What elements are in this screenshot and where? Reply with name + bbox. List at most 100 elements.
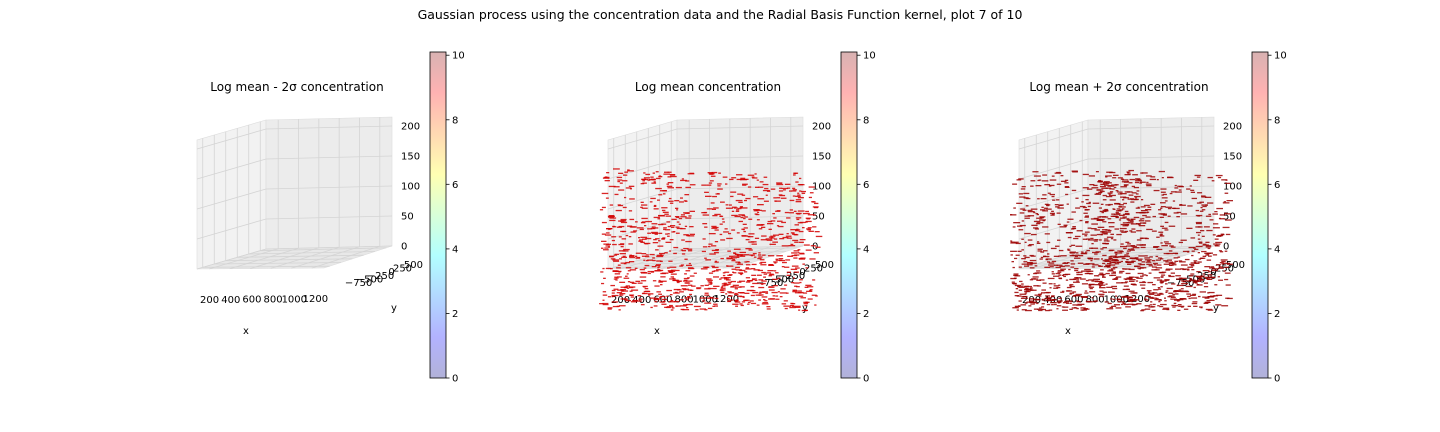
scatter-point <box>778 225 784 228</box>
scatter-point <box>1140 206 1146 208</box>
scatter-point <box>706 208 713 210</box>
scatter-point <box>1151 266 1157 268</box>
scatter-point <box>1105 264 1111 266</box>
scatter-point <box>1136 230 1142 232</box>
scatter-point <box>1069 284 1072 286</box>
colorbar-gradient <box>1251 51 1269 379</box>
scatter-point <box>1168 274 1171 277</box>
scatter-point <box>741 301 746 303</box>
scatter-point <box>794 234 799 236</box>
scatter-point <box>1027 209 1033 212</box>
scatter-point <box>681 178 684 180</box>
scatter-point <box>630 226 637 228</box>
y-tick-label: 0 <box>388 267 394 278</box>
scatter-point <box>1010 214 1017 216</box>
scatter-point <box>1196 271 1201 273</box>
scatter-point <box>1144 308 1151 310</box>
scatter-point <box>1069 245 1072 247</box>
scatter-point <box>814 231 820 233</box>
scatter-point <box>1053 275 1060 277</box>
scatter-point <box>1127 299 1132 301</box>
scatter-point <box>637 282 643 284</box>
scatter-point <box>1034 294 1041 296</box>
scatter-point <box>1018 193 1024 195</box>
y-tick-label: 500 <box>1226 260 1245 271</box>
scatter-point <box>683 247 689 250</box>
scatter-point <box>708 182 713 184</box>
scatter-point <box>709 173 714 175</box>
scatter-point <box>1127 303 1134 305</box>
scatter-point <box>742 296 745 298</box>
scatter-point <box>1033 278 1039 280</box>
scatter-point <box>1093 184 1098 187</box>
scatter-point <box>1154 294 1161 296</box>
scatter-point <box>1204 196 1212 198</box>
scatter-point <box>1224 278 1229 281</box>
scatter-point <box>686 234 690 237</box>
scatter-point <box>654 233 658 235</box>
scatter-point <box>1180 298 1187 300</box>
scatter-point <box>1039 219 1046 221</box>
scatter-point <box>620 218 627 221</box>
scatter-point <box>799 190 802 192</box>
scatter-point <box>1076 300 1079 302</box>
scatter-point <box>681 288 687 290</box>
scatter-point <box>618 271 621 273</box>
scatter-point <box>762 254 766 256</box>
scatter-point <box>1105 283 1108 285</box>
scatter-point <box>798 295 804 297</box>
scatter-point <box>1124 191 1130 193</box>
scatter-point <box>1010 250 1017 252</box>
scatter-point <box>1197 234 1200 236</box>
scatter-point <box>1216 294 1223 296</box>
scatter-point <box>643 242 651 245</box>
scatter-point <box>679 201 684 203</box>
scatter-point <box>1160 280 1167 282</box>
scatter-point <box>1033 220 1041 223</box>
scatter-point <box>1040 198 1047 200</box>
chart-title: Log mean - 2σ concentration <box>210 80 383 94</box>
scatter-point <box>724 271 730 273</box>
scatter-point <box>1105 187 1111 189</box>
scatter-point <box>1016 295 1022 297</box>
scatter-point <box>1031 262 1037 264</box>
scatter-point <box>1177 256 1181 258</box>
scatter-point <box>1160 303 1167 306</box>
scatter-point <box>1163 260 1168 262</box>
scatter-point <box>671 218 677 220</box>
scatter-point <box>1127 172 1130 174</box>
scatter-point <box>1094 258 1100 260</box>
scatter-point <box>1066 300 1072 302</box>
scatter-point <box>1223 201 1226 203</box>
scatter-point <box>788 245 796 247</box>
scatter-point <box>629 188 632 190</box>
scatter-point <box>1113 304 1120 306</box>
scatter-point <box>1041 303 1045 305</box>
scatter-point <box>650 197 656 200</box>
scatter-point <box>1108 175 1112 177</box>
scatter-point <box>613 278 617 280</box>
scatter-point <box>1134 198 1139 201</box>
scatter-point <box>1160 202 1166 204</box>
scatter-point <box>1131 304 1136 306</box>
scatter-point <box>696 287 702 289</box>
scatter-point <box>1152 284 1156 286</box>
scatter-point <box>762 189 770 192</box>
scatter-point <box>614 253 619 255</box>
scatter-point <box>805 301 808 303</box>
scatter-point <box>641 207 648 209</box>
scatter-point <box>1127 278 1133 280</box>
scatter-point <box>1188 246 1195 249</box>
scatter-point <box>1139 281 1147 284</box>
scatter-point <box>1122 179 1129 181</box>
scatter-point <box>1041 292 1046 294</box>
scatter-point <box>639 239 643 241</box>
scatter-point <box>1172 200 1176 202</box>
scatter-point <box>1145 261 1152 263</box>
scatter-point <box>1021 283 1024 285</box>
scatter-point <box>1130 223 1138 225</box>
scatter-point <box>711 249 719 252</box>
scatter-point <box>1100 269 1104 271</box>
scatter-point <box>781 187 789 190</box>
scatter-point <box>1207 292 1210 294</box>
